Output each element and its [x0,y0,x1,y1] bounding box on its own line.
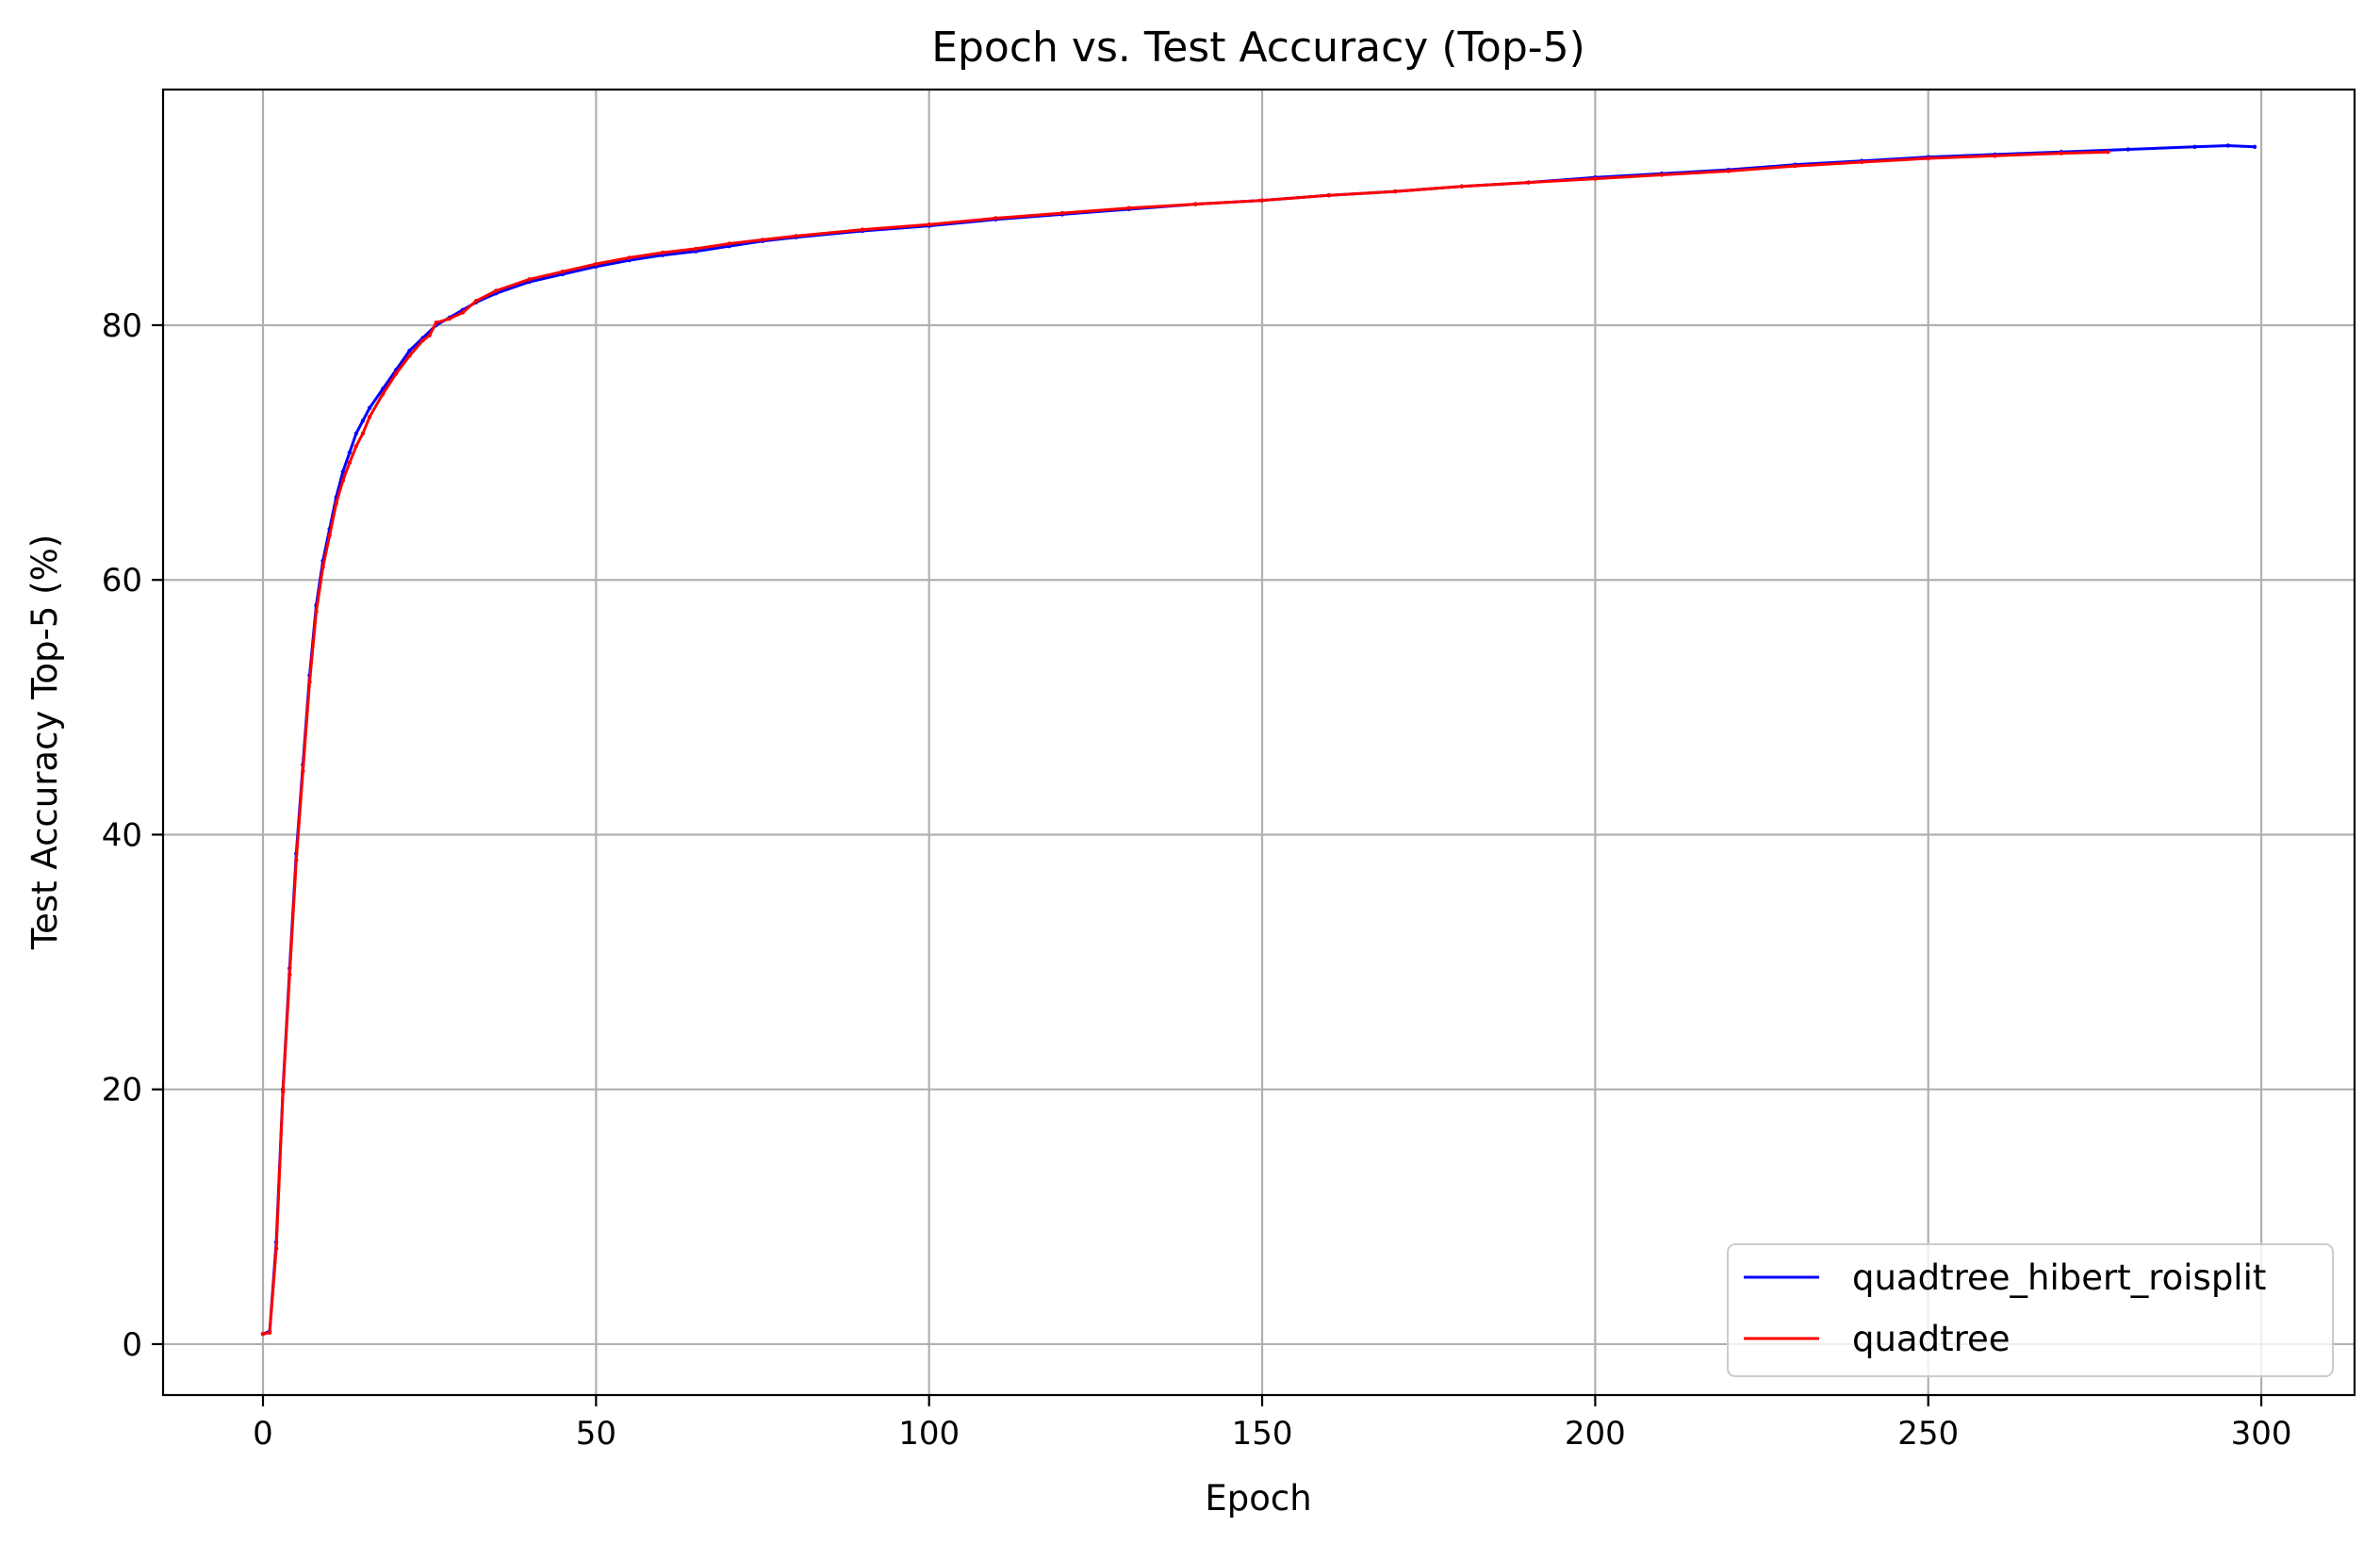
data-point-quadtree [1993,154,1997,158]
data-point-quadtree [334,501,338,506]
y-axis-ticks: 0 20 40 60 80 [102,307,163,1364]
data-point-quadtree [1593,176,1598,181]
data-point-quadtree [327,533,332,538]
data-point-quadtree [273,1246,279,1251]
data-point-quadtree-hibert-roisplit [2252,144,2257,149]
data-point-quadtree-hibert-roisplit [2192,144,2197,149]
data-point-quadtree [594,261,599,267]
data-point-quadtree [927,222,931,227]
data-point-quadtree [1326,193,1331,198]
series-layer [260,143,2257,1337]
data-point-quadtree-hibert-roisplit [353,431,359,435]
data-point-quadtree [460,310,466,315]
data-point-quadtree [407,353,412,358]
data-point-quadtree-hibert-roisplit [407,348,412,353]
data-point-quadtree [260,1331,266,1337]
data-point-quadtree [473,299,479,304]
y-tick-label: 40 [102,816,142,854]
grid-lines [163,90,2355,1395]
y-tick-label: 60 [102,562,142,600]
data-point-quadtree [494,288,499,293]
data-point-quadtree [281,1090,286,1094]
data-point-quadtree [1259,198,1265,203]
data-point-quadtree [1193,202,1198,206]
data-point-quadtree [1793,163,1797,169]
chart-title: Epoch vs. Test Accuracy (Top-5) [931,24,1585,72]
data-point-quadtree [760,238,765,242]
data-point-quadtree [447,317,452,321]
data-point-quadtree [394,371,399,376]
x-axis-label: Epoch [1205,1478,1311,1519]
data-point-quadtree [727,241,731,246]
data-point-quadtree [1859,159,1864,165]
data-point-quadtree [527,277,532,282]
data-point-quadtree [1659,172,1665,177]
series-line-quadtree [261,150,2109,1336]
data-point-quadtree [287,972,292,977]
data-point-quadtree [434,320,438,325]
data-point-quadtree [1726,169,1731,173]
data-point-quadtree [1526,180,1531,185]
data-point-quadtree [347,460,353,466]
legend-label-quadtree: quadtree [1852,1319,2011,1359]
x-tick-label: 150 [1232,1415,1293,1453]
data-point-quadtree-hibert-roisplit [2126,147,2130,152]
data-point-quadtree [294,858,299,862]
legend-label-quadtree-hibert-roisplit: quadtree_hibert_roisplit [1852,1257,2266,1298]
plot-frame [161,88,2356,1397]
y-tick-label: 20 [102,1072,142,1109]
data-point-quadtree [860,227,865,232]
data-point-quadtree [2059,151,2064,156]
data-point-quadtree-hibert-roisplit [2225,143,2230,148]
data-point-quadtree-hibert-roisplit [347,450,353,455]
data-point-quadtree [427,333,432,337]
x-tick-label: 50 [576,1415,616,1453]
data-point-quadtree [2106,150,2110,155]
data-point-quadtree [627,255,632,260]
data-point-quadtree [993,216,998,221]
data-point-quadtree [360,431,366,435]
data-point-quadtree [694,246,698,252]
data-point-quadtree [1459,184,1465,189]
data-point-quadtree [794,234,798,238]
x-tick-label: 100 [898,1415,960,1453]
legend: quadtree_hibert_roisplit quadtree [1727,1243,2334,1377]
data-point-quadtree [381,391,386,397]
data-point-quadtree [420,338,425,343]
y-axis-label: Test Accuracy Top-5 (%) [25,534,65,950]
data-point-quadtree [320,565,325,569]
data-point-quadtree [307,680,312,684]
data-point-quadtree [1059,210,1065,216]
data-point-quadtree [660,250,665,255]
data-point-quadtree [367,415,372,419]
data-point-quadtree [1926,156,1930,161]
data-point-quadtree [353,444,359,449]
data-point-quadtree-hibert-roisplit [340,469,345,474]
data-point-quadtree [1126,205,1131,210]
data-point-quadtree-hibert-roisplit [367,405,372,410]
legend-box [1727,1243,2334,1377]
data-point-quadtree [560,270,566,274]
x-axis-ticks: 0 50 100 150 200 250 300 [253,1395,2292,1453]
data-point-quadtree [340,478,345,483]
data-point-quadtree [314,609,319,615]
y-tick-label: 80 [102,307,142,345]
data-point-quadtree [1393,189,1398,194]
y-tick-label: 0 [122,1326,142,1364]
data-point-quadtree-hibert-roisplit [360,419,366,423]
x-tick-label: 200 [1565,1415,1626,1453]
data-point-quadtree [301,768,305,774]
x-tick-label: 300 [2231,1415,2292,1453]
x-tick-label: 250 [1897,1415,1959,1453]
x-tick-label: 0 [253,1415,273,1453]
data-point-quadtree [267,1330,272,1336]
